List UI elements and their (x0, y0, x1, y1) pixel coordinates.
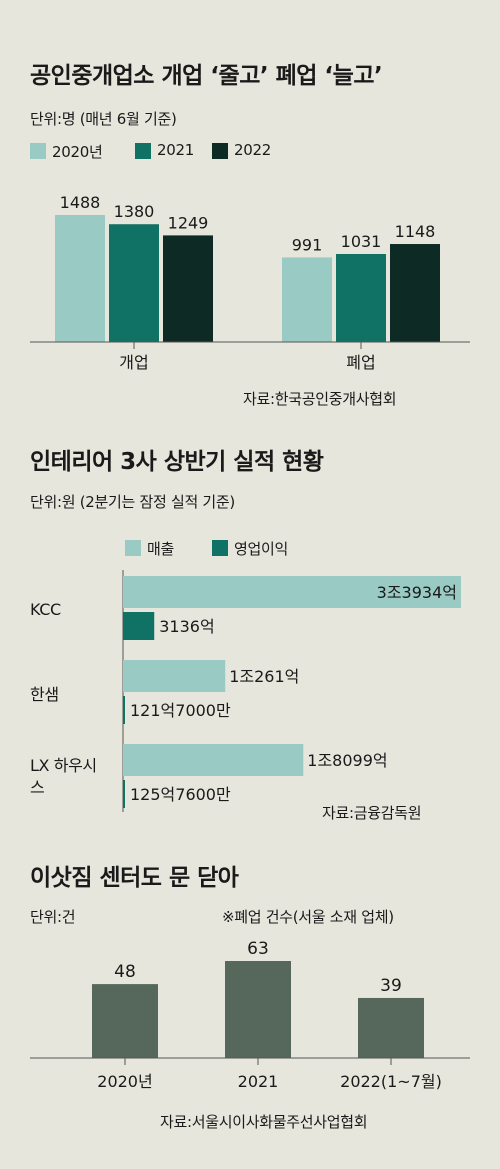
category-label: 폐업 (346, 353, 375, 372)
bar-2021 (225, 961, 291, 1058)
bar-value-label: 3136억 (159, 617, 214, 636)
legend-label-2021: 2021 (157, 141, 194, 159)
legend-swatch-2021 (135, 143, 151, 159)
bar-value-label: 1조261억 (229, 667, 299, 686)
bar-op-income-KCC (123, 612, 155, 640)
bar-value-label: 125억7600만 (130, 785, 231, 804)
bar-개업-2020년 (55, 215, 105, 342)
chart1-unit: 단위:명 (매년 6월 기준) (30, 110, 177, 128)
chart3-source: 자료:서울시이사화물주선사업협회 (160, 1113, 368, 1131)
bar-value-label: 121억7000만 (130, 701, 231, 720)
chart1-title: 공인중개업소 개업 ‘줄고’ 폐업 ‘늘고’ (30, 63, 383, 89)
legend-label-2022: 2022 (234, 141, 271, 159)
bar-sales-KCC (123, 576, 461, 608)
bar-value-label: 48 (114, 962, 136, 982)
legend-label-op-income: 영업이익 (234, 540, 289, 558)
bar-개업-2021 (109, 224, 159, 342)
category-label: 2022(1~7월) (340, 1072, 442, 1091)
legend-swatch-2020 (30, 143, 46, 159)
legend-swatch-sales (125, 540, 141, 556)
bar-value-label: 1249 (168, 213, 209, 232)
bar-op-income-LX 하우시스 (123, 780, 125, 808)
bar-폐업-2021 (336, 254, 386, 342)
chart2-unit: 단위:원 (2분기는 잠정 실적 기준) (30, 493, 235, 511)
bar-폐업-2020년 (282, 257, 332, 342)
bar-sales-LX 하우시스 (123, 744, 304, 776)
bar-value-label: 3조3934억 (377, 583, 457, 602)
bar-value-label: 1148 (395, 222, 436, 241)
chart2-title: 인테리어 3사 상반기 실적 현황 (30, 449, 324, 475)
bar-value-label: 991 (292, 235, 323, 254)
chart3-note: ※폐업 건수(서울 소재 업체) (222, 908, 394, 926)
category-label: 개업 (119, 353, 148, 372)
bar-value-label: 1조8099억 (307, 751, 387, 770)
chart3-unit: 단위:건 (30, 908, 76, 926)
legend-swatch-2022 (212, 143, 228, 159)
bar-sales-한샘 (123, 660, 226, 692)
category-label-lx-hausys: LX 하우시스 (30, 756, 97, 797)
legend-swatch-op-income (212, 540, 228, 556)
bar-value-label: 63 (247, 939, 269, 959)
legend-label-2020: 2020년 (52, 143, 103, 161)
category-label: 2020년 (97, 1072, 152, 1091)
category-label-kcc: KCC (30, 600, 61, 619)
bar-2022(1~7월) (358, 997, 424, 1058)
bar-value-label: 39 (380, 976, 402, 996)
bar-value-label: 1031 (341, 232, 382, 251)
chart3-title: 이삿짐 센터도 문 닫아 (30, 865, 239, 891)
bar-value-label: 1380 (114, 202, 155, 221)
chart2-source: 자료:금융감독원 (322, 804, 422, 822)
chart1-source: 자료:한국공인중개사협회 (243, 390, 397, 408)
bar-2020년 (92, 984, 158, 1058)
bar-개업-2022 (163, 235, 213, 342)
legend-label-sales: 매출 (147, 540, 175, 558)
category-label: 2021 (238, 1072, 279, 1091)
bar-폐업-2022 (390, 244, 440, 342)
bar-op-income-한샘 (123, 696, 125, 724)
category-label-hanssem: 한샘 (30, 685, 59, 704)
bar-value-label: 1488 (60, 193, 101, 212)
